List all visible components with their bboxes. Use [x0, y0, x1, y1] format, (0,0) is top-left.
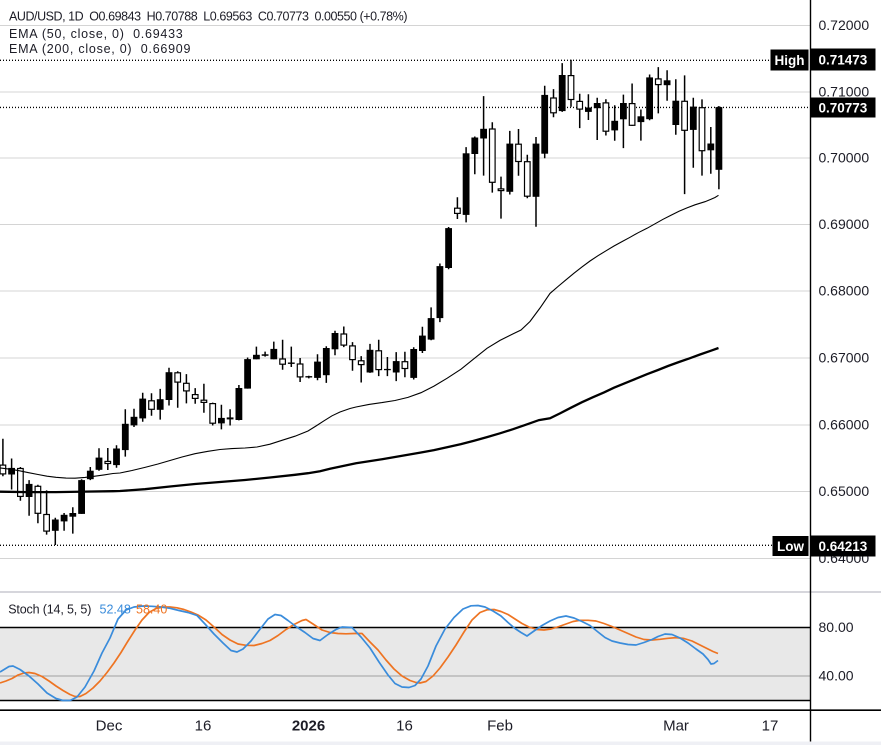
- svg-text:16: 16: [396, 718, 413, 735]
- svg-text:0.66000: 0.66000: [819, 417, 870, 433]
- svg-text:0.72000: 0.72000: [819, 17, 870, 33]
- svg-text:Dec: Dec: [96, 718, 123, 735]
- svg-text:AUD/USD, 1D O0.69843 H0.7078: AUD/USD, 1D O0.69843 H0.70788 L0.69563 C…: [9, 9, 407, 23]
- svg-text:0.70773: 0.70773: [819, 101, 868, 116]
- svg-text:0.71000: 0.71000: [819, 84, 870, 100]
- svg-text:EMA (50, close, 0) 0.69433: EMA (50, close, 0) 0.69433: [9, 27, 184, 41]
- svg-text:Feb: Feb: [487, 718, 513, 735]
- svg-text:80.00: 80.00: [819, 619, 854, 635]
- svg-text:0.67000: 0.67000: [819, 350, 870, 366]
- svg-text:0.65000: 0.65000: [819, 483, 870, 499]
- svg-text:0.70000: 0.70000: [819, 150, 870, 166]
- svg-text:0.71473: 0.71473: [819, 53, 868, 68]
- svg-text:52.48: 52.48: [100, 602, 131, 616]
- svg-text:Stoch (14, 5, 5): Stoch (14, 5, 5): [8, 602, 91, 616]
- svg-text:0.68000: 0.68000: [819, 283, 870, 299]
- svg-text:17: 17: [762, 718, 779, 735]
- svg-text:Mar: Mar: [663, 718, 689, 735]
- svg-text:2026: 2026: [292, 718, 325, 735]
- svg-text:EMA (200, close, 0) 0.66909: EMA (200, close, 0) 0.66909: [9, 42, 191, 56]
- svg-text:58.40: 58.40: [136, 602, 167, 616]
- svg-text:16: 16: [195, 718, 212, 735]
- svg-text:High: High: [775, 53, 805, 68]
- svg-text:0.69000: 0.69000: [819, 216, 870, 232]
- svg-text:40.00: 40.00: [819, 668, 854, 684]
- svg-text:0.64213: 0.64213: [819, 539, 868, 554]
- svg-text:Low: Low: [777, 539, 804, 554]
